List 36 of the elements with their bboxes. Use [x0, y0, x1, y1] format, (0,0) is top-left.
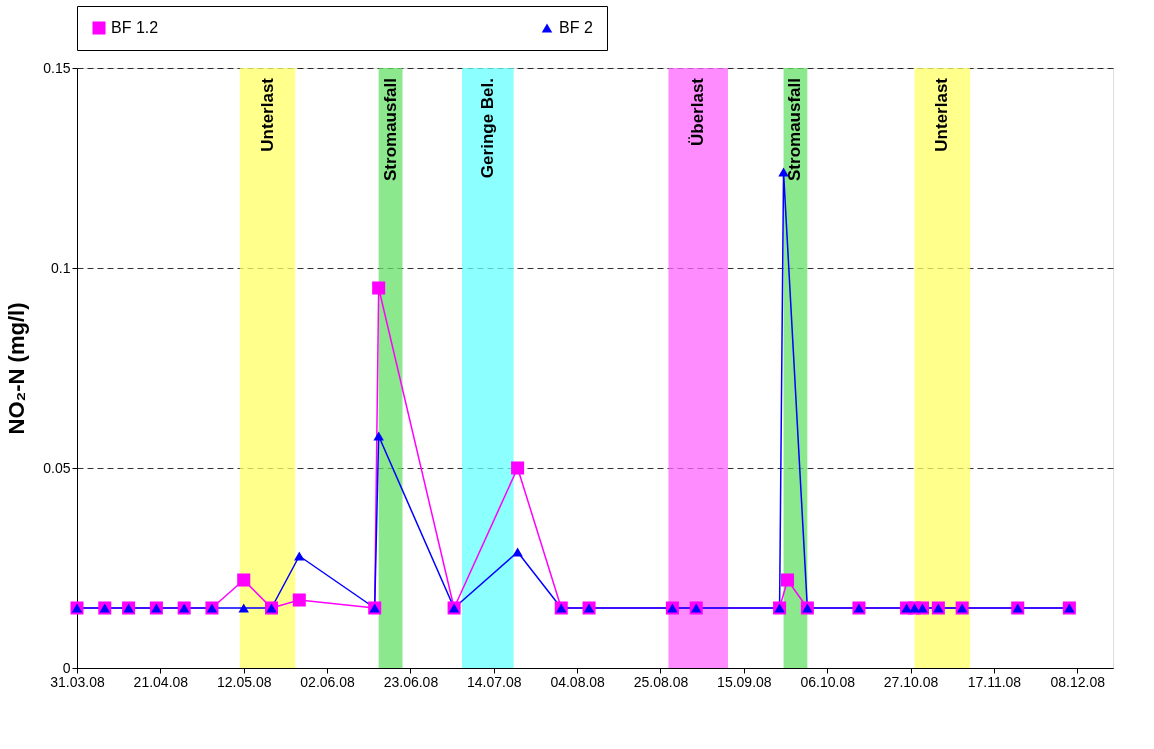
x-tick-label: 02.06.08	[300, 673, 356, 690]
point	[778, 167, 789, 177]
band-label: Stromausfall	[380, 78, 400, 181]
band-label: Unterlast	[257, 77, 277, 152]
band-label: Überlast	[688, 77, 708, 147]
y-tick-label: 0.1	[51, 259, 71, 276]
point	[372, 281, 386, 295]
x-tick-label: 12.05.08	[216, 673, 272, 690]
x-tick-label: 14.07.08	[467, 673, 522, 690]
x-tick-label: 21.04.08	[133, 673, 189, 690]
x-tick-label: 25.08.08	[633, 673, 689, 690]
x-tick-label: 08.12.08	[1050, 673, 1106, 690]
point	[780, 573, 795, 587]
y-axis-title: NO₂-N (mg/l)	[4, 302, 30, 435]
y-tick-label: 0.15	[43, 59, 71, 76]
point	[512, 547, 523, 557]
point	[237, 573, 251, 587]
point	[294, 551, 305, 561]
legend-label: BF 2	[559, 19, 593, 36]
x-tick-label: 15.09.08	[717, 673, 772, 690]
x-tick-label: 27.10.08	[883, 673, 939, 690]
point	[511, 461, 525, 475]
x-tick-label: 04.08.08	[550, 673, 606, 690]
legend-label: BF 1.2	[111, 19, 159, 36]
x-tick-label: 31.03.08	[50, 673, 105, 690]
point	[373, 431, 384, 441]
point	[292, 593, 306, 607]
x-tick-label: 17.11.08	[967, 673, 1022, 690]
y-tick-label: 0	[62, 659, 71, 676]
point	[238, 603, 249, 613]
band-label: Stromausfall	[785, 78, 805, 181]
y-tick-label: 0.05	[43, 459, 71, 476]
band-label: Unterlast	[932, 77, 952, 152]
x-tick-label: 23.06.08	[383, 673, 439, 690]
band-label: Geringe Bel.	[477, 78, 497, 179]
x-tick-label: 06.10.08	[800, 673, 856, 690]
